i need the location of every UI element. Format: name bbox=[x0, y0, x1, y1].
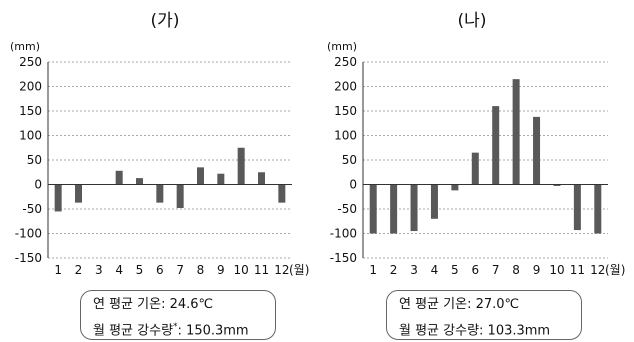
x-tick-label-ga: 2 bbox=[75, 263, 83, 277]
bar-ga-1 bbox=[54, 184, 62, 212]
x-tick-label-na: 2 bbox=[390, 263, 398, 277]
monthly-precipitation-na: 월 평균 강수량: 103.3mm bbox=[399, 316, 569, 342]
precip-label-ga: 월 평균 강수량 bbox=[93, 323, 174, 339]
bar-ga-4 bbox=[115, 170, 123, 185]
y-tick-label-ga: 100 bbox=[19, 129, 42, 143]
bar-na-3 bbox=[410, 184, 418, 232]
bar-na-8 bbox=[512, 79, 520, 185]
bar-na-4 bbox=[430, 184, 438, 219]
bar-ga-6 bbox=[156, 184, 164, 203]
bar-na-12 bbox=[594, 184, 602, 234]
precip-label-na: 월 평균 강수량 bbox=[399, 323, 480, 339]
x-tick-label-ga: 11 bbox=[254, 263, 269, 277]
y-tick-label-na: 100 bbox=[334, 129, 357, 143]
x-tick-label-na: 4 bbox=[431, 263, 439, 277]
x-tick-label-ga: 8 bbox=[197, 263, 205, 277]
y-tick-label-na: -100 bbox=[330, 227, 357, 241]
x-tick-label-ga: 3 bbox=[95, 263, 103, 277]
annual-temperature-ga: 연 평균 기온: 24.6℃ bbox=[93, 297, 214, 312]
bar-ga-5 bbox=[136, 178, 143, 185]
bar-na-10 bbox=[553, 184, 561, 186]
y-tick-label-ga: 0 bbox=[34, 178, 42, 192]
y-tick-label-ga: 200 bbox=[19, 80, 42, 94]
x-tick-label-na: 10 bbox=[549, 263, 564, 277]
y-unit-label-na: (mm) bbox=[327, 40, 357, 53]
bar-na-7 bbox=[492, 106, 500, 185]
x-tick-label-na: 6 bbox=[471, 263, 479, 277]
bar-ga-2 bbox=[75, 184, 82, 203]
annual-temperature-na: 연 평균 기온: 27.0℃ bbox=[399, 297, 520, 312]
bar-ga-7 bbox=[176, 184, 184, 209]
info-box-na: 연 평균 기온: 27.0℃ 월 평균 강수량: 103.3mm bbox=[386, 290, 582, 340]
y-tick-label-na: -50 bbox=[337, 202, 357, 216]
bar-na-6 bbox=[471, 152, 479, 185]
x-tick-label-ga: 7 bbox=[176, 263, 184, 277]
x-tick-label-na: 11 bbox=[570, 263, 585, 277]
bar-ga-9 bbox=[217, 173, 225, 185]
footnote-mark-ga: * bbox=[173, 322, 178, 332]
chart-title-ga: (가) bbox=[151, 11, 180, 31]
precip-value-ga: : 150.3mm bbox=[177, 323, 249, 339]
y-tick-label-na: 150 bbox=[334, 104, 357, 118]
bar-na-11 bbox=[573, 184, 581, 231]
y-tick-label-na: 50 bbox=[342, 153, 357, 167]
y-tick-label-ga: -50 bbox=[22, 202, 42, 216]
x-tick-label-na: 12 bbox=[590, 263, 605, 277]
y-tick-label-ga: -150 bbox=[15, 251, 42, 265]
y-tick-label-ga: -100 bbox=[15, 227, 42, 241]
x-tick-label-na: 7 bbox=[492, 263, 500, 277]
monthly-precipitation-ga: 월 평균 강수량*: 150.3mm bbox=[93, 316, 263, 342]
y-tick-label-ga: 150 bbox=[19, 104, 42, 118]
y-tick-label-na: -150 bbox=[330, 251, 357, 265]
x-tick-label-ga: 10 bbox=[234, 263, 249, 277]
x-tick-label-ga: 1 bbox=[54, 263, 62, 277]
x-unit-label-ga: (월) bbox=[289, 263, 309, 277]
bar-na-5 bbox=[451, 184, 459, 191]
y-tick-label-ga: 250 bbox=[19, 55, 42, 69]
precip-value-na: : 103.3mm bbox=[479, 323, 551, 339]
x-tick-label-ga: 4 bbox=[115, 263, 123, 277]
x-tick-label-ga: 5 bbox=[136, 263, 144, 277]
y-tick-label-na: 250 bbox=[334, 55, 357, 69]
bar-na-1 bbox=[369, 184, 377, 234]
bar-na-9 bbox=[533, 116, 541, 185]
bar-ga-12 bbox=[278, 184, 286, 203]
x-tick-label-ga: 12 bbox=[274, 263, 289, 277]
info-box-ga: 연 평균 기온: 24.6℃ 월 평균 강수량*: 150.3mm bbox=[80, 290, 276, 340]
bar-na-2 bbox=[390, 184, 398, 234]
x-tick-label-na: 5 bbox=[451, 263, 459, 277]
bar-ga-10 bbox=[237, 147, 245, 185]
x-tick-label-na: 3 bbox=[410, 263, 418, 277]
x-tick-label-na: 9 bbox=[533, 263, 541, 277]
y-tick-label-na: 0 bbox=[349, 178, 357, 192]
x-tick-label-na: 8 bbox=[512, 263, 520, 277]
y-tick-label-na: 200 bbox=[334, 80, 357, 94]
y-tick-label-ga: 50 bbox=[27, 153, 42, 167]
x-tick-label-ga: 9 bbox=[217, 263, 225, 277]
x-tick-label-na: 1 bbox=[369, 263, 377, 277]
x-tick-label-ga: 6 bbox=[156, 263, 164, 277]
bar-ga-11 bbox=[258, 172, 265, 185]
chart-title-na: (나) bbox=[458, 11, 487, 31]
bar-ga-8 bbox=[197, 167, 204, 185]
y-unit-label-ga: (mm) bbox=[10, 40, 40, 53]
x-unit-label-na: (월) bbox=[605, 263, 625, 277]
